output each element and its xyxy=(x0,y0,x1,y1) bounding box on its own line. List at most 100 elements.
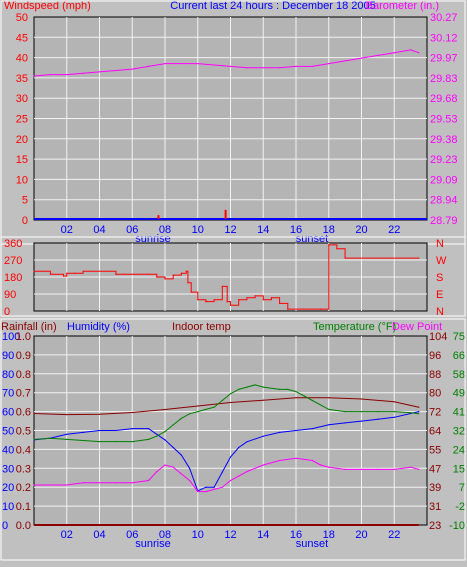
humidity-series-point-18 xyxy=(238,446,240,449)
temperature-f-series-point-0 xyxy=(33,438,35,440)
barometer-in-series-point-6 xyxy=(131,68,133,70)
wind-direction-series-point-1 xyxy=(49,273,52,275)
barometer-in-series-point-14 xyxy=(262,67,264,69)
p1-hour-label-14: 14 xyxy=(257,224,269,236)
temperature-f-series-point-5 xyxy=(115,441,117,443)
barometer-in-series-point-13 xyxy=(246,67,248,69)
temperature-f-series-point-22 xyxy=(279,388,281,390)
temperature-f-series-point-31 xyxy=(393,411,395,413)
humidity-series-point-2 xyxy=(66,433,68,435)
rainfall-in-tick-7: 0.7 xyxy=(16,388,31,400)
humidity-series-point-8 xyxy=(156,433,158,435)
wind-direction-series-point-23 xyxy=(238,299,240,301)
direction-compass-tick-3: W xyxy=(436,255,447,267)
temperature-f-series-point-16 xyxy=(221,399,223,402)
indoor-temp-tick-9: 96 xyxy=(429,350,441,362)
wind-direction-series-point-27 xyxy=(270,297,272,299)
temperature-f-tick-1: -2 xyxy=(455,501,465,513)
humidity-tick-7: 70 xyxy=(2,388,14,400)
indoor-temp-series-point-1 xyxy=(66,414,68,416)
humidity-series-point-4 xyxy=(98,429,101,432)
indoor-temp-series-point-2 xyxy=(98,413,101,415)
dew-point-series-point-26 xyxy=(344,468,346,470)
direction-compass-tick-4: N xyxy=(436,238,444,250)
humidity-series-point-30 xyxy=(418,411,420,413)
wind-direction-series-point-20 xyxy=(221,285,223,287)
dew-point-series-point-28 xyxy=(377,468,379,470)
p1-hour-label-06: 06 xyxy=(126,224,138,236)
dew-point-series-point-19 xyxy=(246,471,248,473)
p3-hour-label-16: 16 xyxy=(290,529,302,541)
dew-point-series-point-11 xyxy=(180,473,182,475)
dew-point-series-point-7 xyxy=(148,479,150,482)
dewpoint-legend: Dew Point xyxy=(392,321,442,333)
barometer-in-series-point-1 xyxy=(49,74,52,76)
wind-direction-series-point-31 xyxy=(328,244,330,246)
rainfall-in-tick-5: 0.5 xyxy=(16,426,31,438)
humidity-tick-9: 90 xyxy=(2,350,14,362)
temperature-f-tick-2: 7 xyxy=(459,482,465,494)
windspeed-tick-10: 50 xyxy=(16,12,28,24)
humidity-tick-5: 50 xyxy=(2,426,14,438)
humidity-series-point-27 xyxy=(377,418,379,420)
humidity-series-point-19 xyxy=(246,441,248,443)
wind-direction-series-point-30 xyxy=(320,308,322,310)
direction-compass-tick-1: E xyxy=(436,289,443,301)
rain-humidity-temp-tick-labels: 0 10 20 30 40 50 60 70 80 90 100 0.0 0.1 0.2 0.3 0.4 0.5… xyxy=(2,331,465,532)
p1-hour-label-22: 22 xyxy=(388,224,400,236)
wind-direction-series-point-9 xyxy=(148,273,150,275)
indoor-temp-series-point-9 xyxy=(328,397,330,399)
p3-hour-label-08: 08 xyxy=(159,529,171,541)
temperature-legend: Temperature (°F) xyxy=(313,321,396,333)
temperature-f-series-point-2 xyxy=(66,438,68,440)
windspeed-tick-6: 30 xyxy=(16,93,28,105)
barometer-in-series-point-24 xyxy=(418,52,420,54)
direction-degree-labels: 0 90 180 270 360 xyxy=(4,238,22,318)
dew-point-series-point-0 xyxy=(33,484,35,486)
barometer-tick-2: 29.09 xyxy=(430,174,458,186)
windspeed-bar-1 xyxy=(224,209,227,219)
humidity-tick-10: 100 xyxy=(2,331,20,343)
humidity-series-point-28 xyxy=(393,416,395,418)
windspeed-tick-5: 25 xyxy=(16,114,28,126)
temperature-f-series-point-10 xyxy=(172,424,174,426)
p1-hour-label-04: 04 xyxy=(93,224,105,236)
barometer-tick-1: 28.94 xyxy=(430,195,458,207)
dew-point-series-point-18 xyxy=(238,475,240,477)
humidity-series-point-15 xyxy=(213,486,215,488)
indoor-temp-series-point-7 xyxy=(262,399,264,401)
humidity-series-point-25 xyxy=(344,422,346,424)
wind-direction-series-point-26 xyxy=(262,299,264,301)
windspeed-axis-title: Windspeed (mph) xyxy=(4,0,91,12)
temperature-f-series-point-26 xyxy=(311,399,313,402)
indoor-temp-series-point-10 xyxy=(360,398,363,400)
p1-hour-label-08: 08 xyxy=(159,224,171,236)
barometer-in-series-point-3 xyxy=(82,72,84,74)
wind-barometer-grid xyxy=(34,17,427,220)
humidity-tick-2: 20 xyxy=(2,482,14,494)
dew-point-series-point-30 xyxy=(410,466,412,468)
humidity-series-point-24 xyxy=(328,424,330,426)
temperature-f-series-point-15 xyxy=(213,406,215,408)
windspeed-tick-3: 15 xyxy=(16,154,28,166)
rainfall-in-tick-1: 0.1 xyxy=(16,501,31,513)
dew-point-series xyxy=(34,457,419,493)
barometer-in-series-point-7 xyxy=(148,65,150,67)
wind-direction-series-point-2 xyxy=(62,275,65,277)
barometer-in-series-point-18 xyxy=(328,63,330,65)
rainfall-in-series-point-0 xyxy=(33,524,35,526)
rainfall-in-tick-2: 0.2 xyxy=(16,482,31,494)
humidity-tick-4: 40 xyxy=(2,444,14,456)
indoor-temp-tick-8: 88 xyxy=(429,369,441,381)
humidity-series-point-23 xyxy=(311,428,313,430)
direction-degree-tick-2: 180 xyxy=(4,272,22,284)
indoor-temp-series-point-4 xyxy=(164,408,166,411)
wind-direction-series-point-18 xyxy=(205,301,207,303)
barometer-in-series-point-10 xyxy=(197,63,199,65)
humidity-tick-1: 10 xyxy=(2,501,14,513)
p1-hour-label-12: 12 xyxy=(224,224,236,236)
barometer-tick-8: 29.97 xyxy=(430,53,458,65)
temperature-f-tick-0: -10 xyxy=(449,520,465,532)
wind-direction-series-point-12 xyxy=(172,274,174,276)
